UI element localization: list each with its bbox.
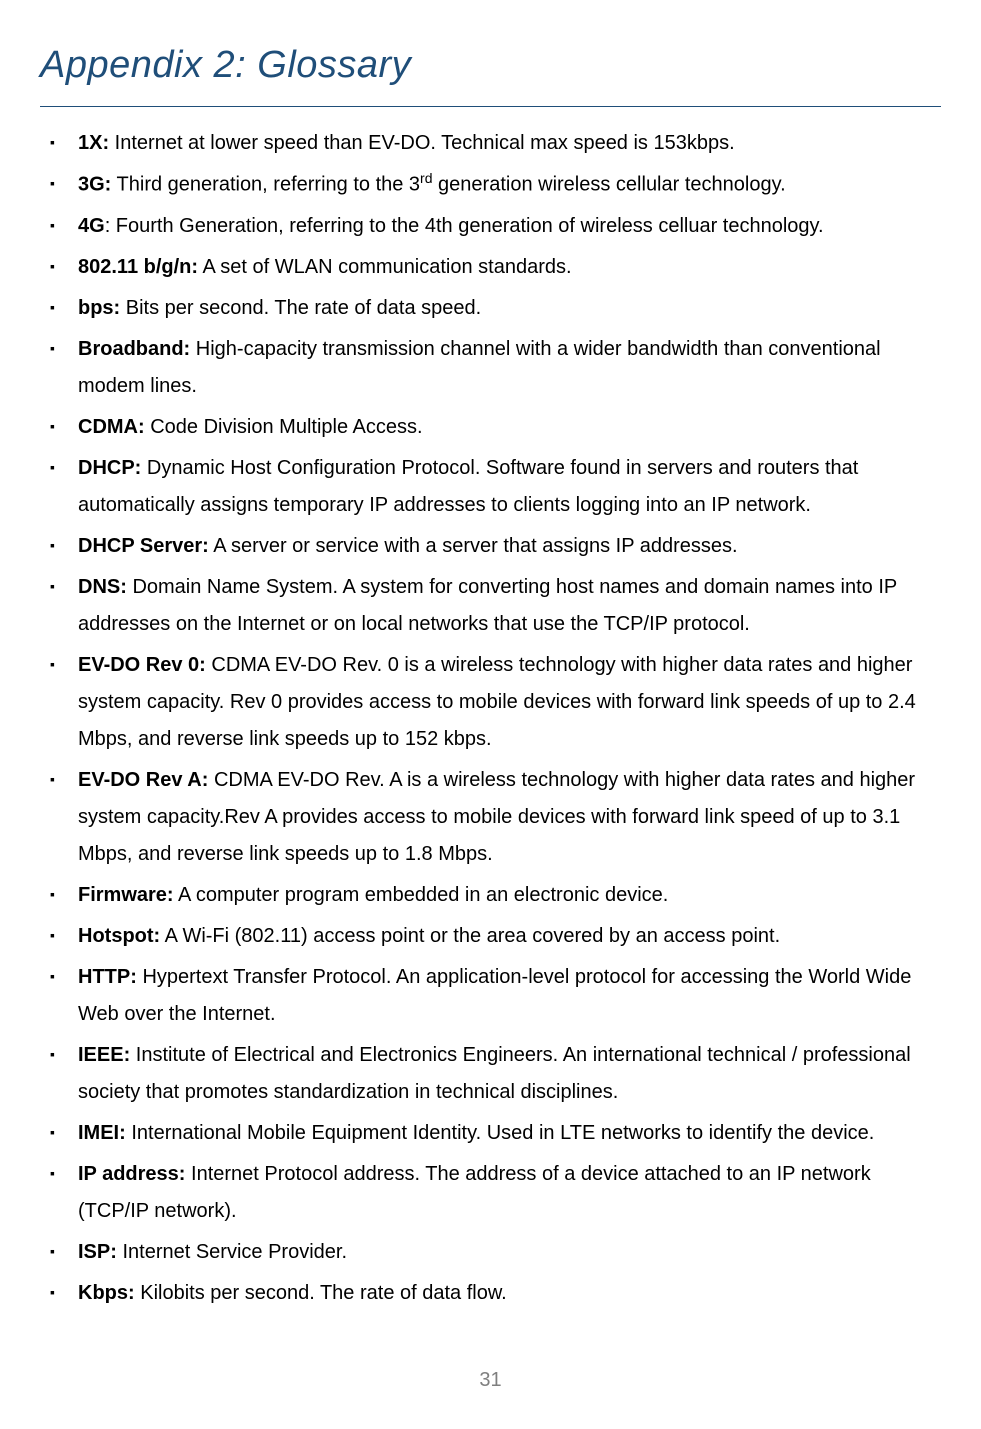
definition: Internet Protocol address. The address o…	[78, 1163, 871, 1222]
definition: Third generation, referring to the 3	[111, 174, 420, 196]
list-item: Hotspot: A Wi-Fi (802.11) access point o…	[78, 918, 941, 955]
list-item: 4G: Fourth Generation, referring to the …	[78, 208, 941, 245]
list-item: DHCP: Dynamic Host Configuration Protoco…	[78, 450, 941, 524]
term: DHCP Server:	[78, 535, 209, 557]
definition: generation wireless cellular technology.	[433, 174, 786, 196]
definition: : Fourth Generation, referring to the 4t…	[105, 215, 824, 237]
list-item: bps: Bits per second. The rate of data s…	[78, 290, 941, 327]
list-item: DNS: Domain Name System. A system for co…	[78, 569, 941, 643]
list-item: EV-DO Rev A: CDMA EV-DO Rev. A is a wire…	[78, 762, 941, 873]
glossary-list: 1X: Internet at lower speed than EV-DO. …	[40, 125, 941, 1312]
definition: Code Division Multiple Access.	[145, 416, 423, 438]
list-item: ISP: Internet Service Provider.	[78, 1234, 941, 1271]
definition: High-capacity transmission channel with …	[78, 338, 881, 397]
term: CDMA:	[78, 416, 145, 438]
list-item: HTTP: Hypertext Transfer Protocol. An ap…	[78, 959, 941, 1033]
term: DNS:	[78, 576, 127, 598]
definition: Institute of Electrical and Electronics …	[78, 1044, 911, 1103]
list-item: Firmware: A computer program embedded in…	[78, 877, 941, 914]
term: HTTP:	[78, 966, 137, 988]
term: Broadband:	[78, 338, 190, 360]
definition: Domain Name System. A system for convert…	[78, 576, 897, 635]
list-item: CDMA: Code Division Multiple Access.	[78, 409, 941, 446]
list-item: Broadband: High-capacity transmission ch…	[78, 331, 941, 405]
definition: International Mobile Equipment Identity.…	[126, 1122, 875, 1144]
term: 4G	[78, 215, 105, 237]
definition: Kilobits per second. The rate of data fl…	[135, 1282, 507, 1304]
term: ISP:	[78, 1241, 117, 1263]
page-number: 31	[40, 1362, 941, 1399]
term: EV-DO Rev A:	[78, 769, 208, 791]
list-item: IMEI: International Mobile Equipment Ide…	[78, 1115, 941, 1152]
term: bps:	[78, 297, 120, 319]
definition: A server or service with a server that a…	[209, 535, 738, 557]
definition: A set of WLAN communication standards.	[198, 256, 572, 278]
definition: A Wi-Fi (802.11) access point or the are…	[160, 925, 780, 947]
definition: Internet at lower speed than EV-DO. Tech…	[109, 132, 735, 154]
page-title: Appendix 2: Glossary	[40, 30, 941, 100]
term: Firmware:	[78, 884, 174, 906]
title-divider	[40, 106, 941, 107]
definition: Internet Service Provider.	[117, 1241, 347, 1263]
term: IP address:	[78, 1163, 185, 1185]
definition: A computer program embedded in an electr…	[174, 884, 669, 906]
definition: Dynamic Host Configuration Protocol. Sof…	[78, 457, 858, 516]
list-item: Kbps: Kilobits per second. The rate of d…	[78, 1275, 941, 1312]
list-item: 3G: Third generation, referring to the 3…	[78, 166, 941, 204]
definition: Hypertext Transfer Protocol. An applicat…	[78, 966, 911, 1025]
list-item: EV-DO Rev 0: CDMA EV-DO Rev. 0 is a wire…	[78, 647, 941, 758]
term: DHCP:	[78, 457, 141, 479]
superscript: rd	[420, 170, 432, 186]
list-item: DHCP Server: A server or service with a …	[78, 528, 941, 565]
term: Hotspot:	[78, 925, 160, 947]
term: 1X:	[78, 132, 109, 154]
term: IEEE:	[78, 1044, 130, 1066]
list-item: IEEE: Institute of Electrical and Electr…	[78, 1037, 941, 1111]
list-item: 1X: Internet at lower speed than EV-DO. …	[78, 125, 941, 162]
list-item: IP address: Internet Protocol address. T…	[78, 1156, 941, 1230]
term: 3G:	[78, 174, 111, 196]
definition: Bits per second. The rate of data speed.	[120, 297, 481, 319]
term: EV-DO Rev 0:	[78, 654, 206, 676]
term: IMEI:	[78, 1122, 126, 1144]
list-item: 802.11 b/g/n: A set of WLAN communicatio…	[78, 249, 941, 286]
term: 802.11 b/g/n:	[78, 256, 198, 278]
term: Kbps:	[78, 1282, 135, 1304]
